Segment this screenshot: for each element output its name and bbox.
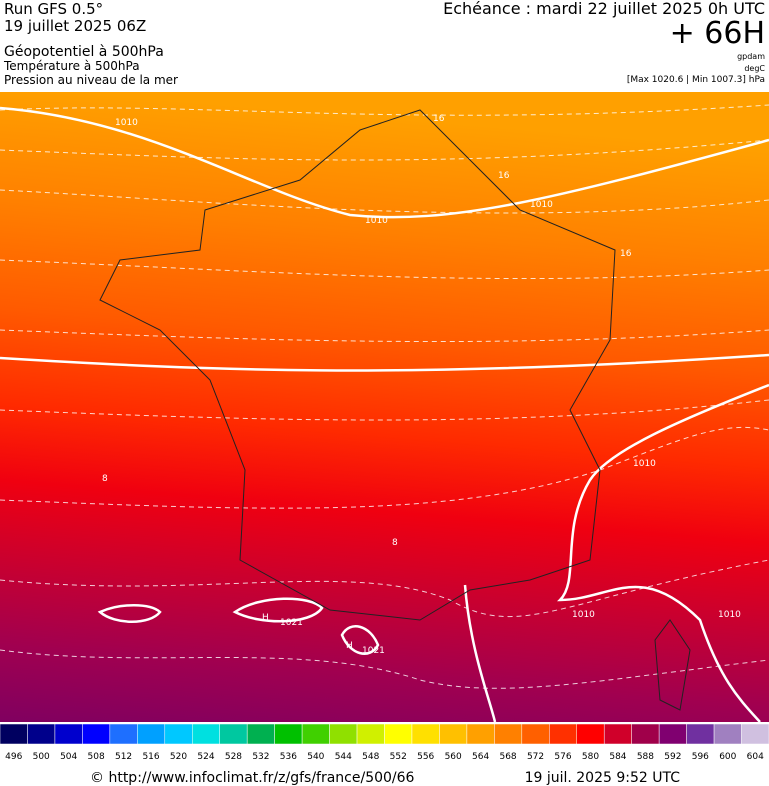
colorbar-cell <box>246 723 275 745</box>
colorbar-cell <box>494 723 523 745</box>
echeance: Echéance : mardi 22 juillet 2025 0h UTC <box>443 0 765 18</box>
colorbar-label: 596 <box>692 752 709 762</box>
colorbar-cell <box>439 723 468 745</box>
colorbar-cell <box>356 723 385 745</box>
colorbar-cell <box>82 723 111 745</box>
colorbar-cell <box>301 723 330 745</box>
colorbar-cell <box>521 723 550 745</box>
colorbar-cell <box>0 723 28 745</box>
contour-label: 1010 <box>530 200 553 210</box>
colorbar-cell <box>549 723 577 745</box>
colorbar-cell <box>384 723 413 745</box>
colorbar-cell <box>603 723 632 745</box>
colorbar-cell <box>274 723 303 745</box>
high-marker: H <box>346 641 353 651</box>
contour-label: 1010 <box>115 118 138 128</box>
date: 19 juil. 2025 9:52 UTC <box>525 770 681 786</box>
country-outline <box>99 109 616 621</box>
pressure-label: 1021 <box>280 618 303 628</box>
field: Géopotentiel à 500hPa <box>4 44 164 60</box>
colorbar-label: 584 <box>609 752 626 762</box>
contour-label: 8 <box>102 474 108 484</box>
colorbar-label: 548 <box>362 752 379 762</box>
colorbar-cell <box>686 723 715 745</box>
colorbar-label: 600 <box>719 752 736 762</box>
colorbar: 496 500 504 508 512 516 520 524 528 532 536 540 544 5… <box>0 723 769 762</box>
colorbar-cell <box>741 723 769 745</box>
contour-label: 16 <box>620 249 632 259</box>
colorbar-label: 500 <box>33 752 50 762</box>
colorbar-label: 516 <box>142 752 159 762</box>
unit: gpdam <box>737 52 765 61</box>
source: © http://www.infoclimat.fr/z/gfs/france/… <box>90 770 415 786</box>
contour-label: 1010 <box>633 459 656 469</box>
colorbar-label: 556 <box>417 752 434 762</box>
offset: + 66H <box>670 16 765 51</box>
contour-label: 16 <box>498 171 510 181</box>
colorbar-label: 536 <box>280 752 297 762</box>
colorbar-cell <box>164 723 193 745</box>
colorbar-label: 540 <box>307 752 324 762</box>
pressure-label: 1021 <box>362 646 385 656</box>
colorbar-label: 524 <box>197 752 214 762</box>
colorbar-cell <box>137 723 166 745</box>
contour-label: 1010 <box>718 610 741 620</box>
contour-label: 16 <box>433 114 445 124</box>
corsica-outline <box>654 619 691 711</box>
map: 1010 1010 1010 16 16 16 8 8 1010 1010 10… <box>0 92 769 723</box>
colorbar-cell <box>329 723 358 745</box>
colorbar-label: 568 <box>499 752 516 762</box>
high-marker: H <box>262 613 269 623</box>
colorbar-cell <box>658 723 687 745</box>
colorbar-label: 552 <box>390 752 407 762</box>
colorbar-label: 604 <box>747 752 764 762</box>
colorbar-cell <box>576 723 605 745</box>
colorbar-cell <box>219 723 248 745</box>
contour-label: 1010 <box>572 610 595 620</box>
isotherms <box>0 104 769 689</box>
field: Température à 500hPa <box>3 59 140 73</box>
colorbar-label: 496 <box>5 752 22 762</box>
colorbar-label: 592 <box>664 752 681 762</box>
colorbar-label: 560 <box>445 752 462 762</box>
colorbar-label: 564 <box>472 752 489 762</box>
colorbar-label: 572 <box>527 752 544 762</box>
colorbar-label: 544 <box>335 752 352 762</box>
colorbar-cell <box>631 723 660 745</box>
title: Run GFS 0.5° <box>4 0 103 18</box>
colorbar-label: 528 <box>225 752 242 762</box>
colorbar-cell <box>411 723 440 745</box>
field: Pression au niveau de la mer <box>4 73 178 87</box>
colorbar-label: 576 <box>554 752 571 762</box>
run: 19 juillet 2025 06Z <box>4 17 146 35</box>
colorbar-cell <box>466 723 495 745</box>
colorbar-cell <box>27 723 56 745</box>
colorbar-label: 520 <box>170 752 187 762</box>
contour-label: 1010 <box>365 216 388 226</box>
colorbar-cell <box>109 723 138 745</box>
colorbar-cell <box>54 723 83 745</box>
map-background <box>0 92 769 722</box>
unit: degC <box>744 64 765 73</box>
colorbar-cell <box>713 723 742 745</box>
unit: [Max 1020.6 | Min 1007.3] hPa <box>627 75 765 85</box>
colorbar-label: 508 <box>88 752 105 762</box>
colorbar-label: 504 <box>60 752 77 762</box>
colorbar-label: 512 <box>115 752 132 762</box>
colorbar-label: 532 <box>252 752 269 762</box>
contour-label: 8 <box>392 538 398 548</box>
colorbar-label: 580 <box>582 752 599 762</box>
colorbar-cell <box>192 723 220 745</box>
isobars <box>0 106 769 723</box>
colorbar-label: 588 <box>637 752 654 762</box>
